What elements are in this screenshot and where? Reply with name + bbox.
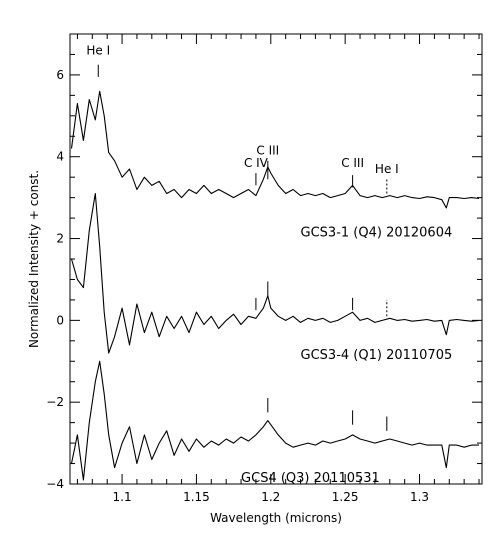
spectrum-line-3: [70, 360, 479, 481]
spectra: [70, 90, 480, 481]
x-tick-label: 1.2: [261, 490, 280, 504]
spectrum-label-2: GCS3-4 (Q1) 20110705: [301, 348, 453, 363]
line-markers: [97, 64, 388, 431]
x-tick-label: 1.15: [183, 490, 210, 504]
line-annotation: C III: [256, 144, 279, 158]
plot-frame: [69, 33, 483, 485]
spectrum-label-1: GCS3-1 (Q4) 20120604: [301, 226, 453, 241]
x-axis-label: Wavelength (microns): [210, 511, 342, 525]
x-tick-label: 1.1: [113, 490, 132, 504]
spectrum-line-2: [70, 192, 480, 354]
y-tick-label: 2: [56, 232, 64, 246]
x-tick-label: 1.3: [410, 490, 429, 504]
y-tick-label: −2: [46, 395, 64, 409]
y-tick-label: 6: [56, 68, 64, 82]
y-tick-label: 0: [56, 313, 64, 327]
axes: 1.1 1.15 1.2 1.25 1.3 −4 −2 0 2 4 6 Wavelength (mic…: [27, 33, 483, 525]
y-tick-label: 4: [56, 150, 64, 164]
line-annotation: C III: [341, 156, 364, 170]
labels: GCS3-1 (Q4) 20120604 GCS3-4 (Q1) 20110705…: [86, 43, 452, 486]
y-axis-label: Normalized Intensity + const.: [27, 170, 41, 348]
line-annotation: He I: [86, 43, 110, 57]
x-tick-label: 1.25: [332, 490, 359, 504]
spectrum-label-3: GCS4 (Q3) 20110531: [241, 471, 380, 486]
y-tick-label: −4: [46, 477, 64, 491]
line-annotation: He I: [375, 162, 399, 176]
line-annotation: C IV: [244, 156, 269, 170]
spectrum-line-1: [70, 90, 480, 209]
